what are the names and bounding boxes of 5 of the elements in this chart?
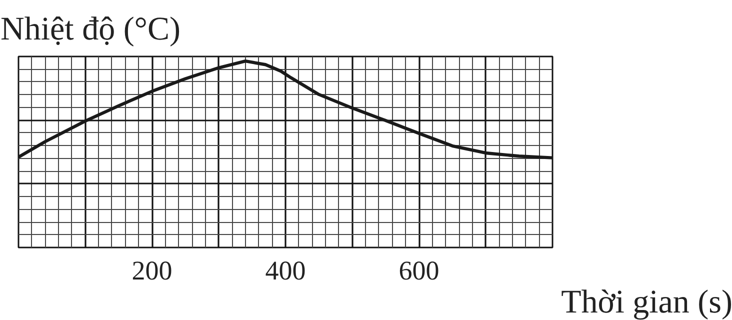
x-tick-label: 400 (265, 256, 306, 286)
x-tick-label: 600 (398, 256, 440, 286)
x-tick-label: 200 (132, 256, 172, 286)
y-axis-title: Nhiệt độ (°C) (0, 12, 181, 48)
x-axis-title: Thời gian (s) (561, 284, 732, 320)
